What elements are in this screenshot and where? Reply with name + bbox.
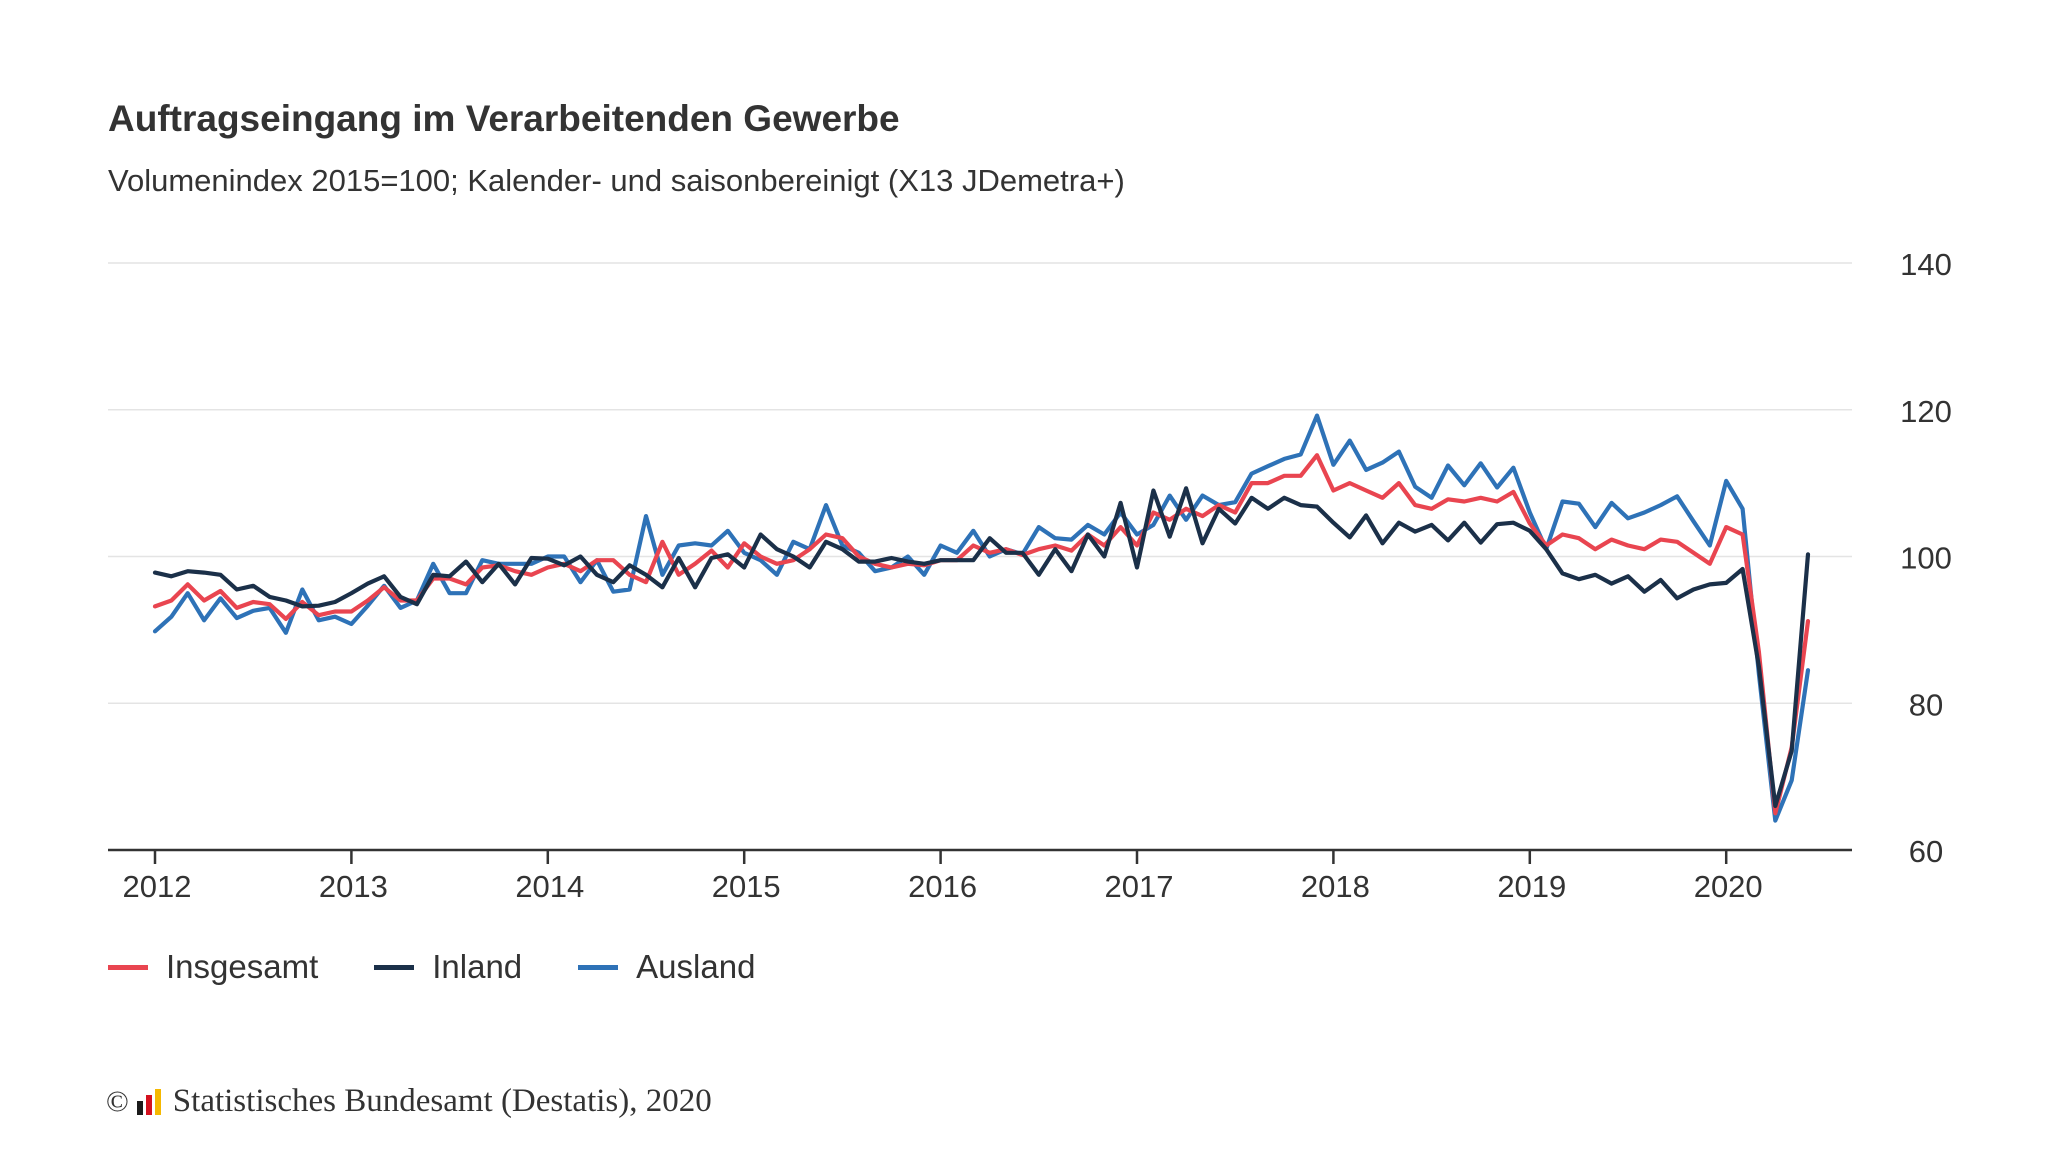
- logo-bar-yellow: [154, 1088, 161, 1115]
- y-tick-label: 120: [1900, 394, 1952, 429]
- legend-item-ausland[interactable]: Ausland: [578, 948, 755, 986]
- x-tick-label: 2013: [319, 869, 388, 904]
- series-line-ausland: [152, 413, 1811, 823]
- x-tick-label: 2012: [123, 869, 192, 904]
- legend-item-inland[interactable]: Inland: [374, 948, 522, 986]
- chart-subtitle: Volumenindex 2015=100; Kalender- und sai…: [108, 163, 1125, 198]
- series-line-inland: [152, 486, 1811, 809]
- y-tick-label: 60: [1909, 834, 1943, 869]
- x-tick-label: 2020: [1694, 869, 1763, 904]
- legend-swatch-inland: [374, 964, 415, 970]
- legend-label-insgesamt: Insgesamt: [166, 948, 319, 985]
- x-tick-label: 2017: [1105, 869, 1174, 904]
- series-lines: [152, 413, 1811, 823]
- y-tick-label: 100: [1900, 541, 1952, 576]
- x-tick-label: 2019: [1497, 869, 1566, 904]
- logo-bar-red: [145, 1094, 152, 1115]
- y-tick-label: 140: [1900, 247, 1952, 282]
- destatis-logo-icon: [136, 1088, 161, 1115]
- source-footer: © Statistisches Bundesamt (Destatis), 20…: [106, 1083, 712, 1120]
- x-axis: [108, 848, 1852, 864]
- x-axis-labels: 2012 2013 2014 2015 2016 2017 2018 2019 2020: [123, 869, 1763, 904]
- chart-title: Auftragseingang im Verarbeitenden Gewerb…: [108, 98, 900, 139]
- x-tick-label: 2016: [908, 869, 977, 904]
- legend-item-insgesamt[interactable]: Insgesamt: [108, 948, 318, 986]
- legend-label-ausland: Ausland: [636, 948, 756, 985]
- legend-label-inland: Inland: [432, 948, 523, 985]
- logo-bar-black: [136, 1100, 143, 1115]
- x-tick-label: 2014: [515, 869, 584, 904]
- gridlines: [108, 262, 1852, 704]
- y-axis-labels: 60 80 100 120 140: [1900, 247, 1952, 869]
- x-tick-label: 2015: [712, 869, 781, 904]
- legend-swatch-insgesamt: [108, 964, 148, 970]
- legend: Insgesamt Inland Ausland: [108, 948, 755, 986]
- y-tick-label: 80: [1909, 687, 1943, 722]
- copyright-symbol: ©: [106, 1084, 129, 1118]
- legend-swatch-ausland: [578, 964, 619, 970]
- source-text: Statistisches Bundesamt (Destatis), 2020: [172, 1083, 712, 1119]
- x-tick-label: 2018: [1301, 869, 1370, 904]
